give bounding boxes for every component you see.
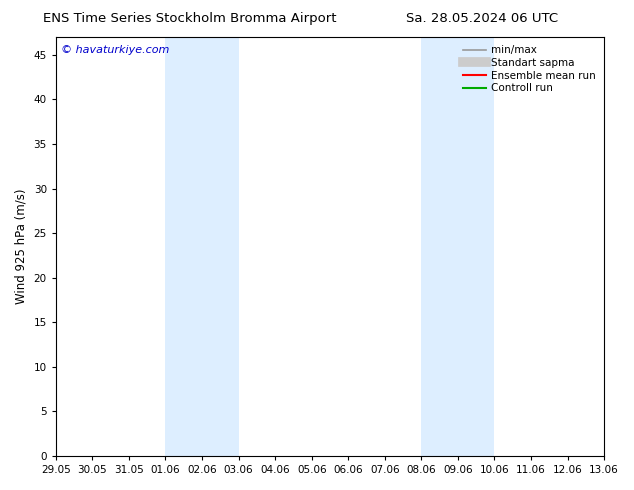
Y-axis label: Wind 925 hPa (m/s): Wind 925 hPa (m/s) (15, 189, 28, 304)
Text: Sa. 28.05.2024 06 UTC: Sa. 28.05.2024 06 UTC (406, 12, 558, 25)
Text: ENS Time Series Stockholm Bromma Airport: ENS Time Series Stockholm Bromma Airport (44, 12, 337, 25)
Text: © havaturkiye.com: © havaturkiye.com (61, 46, 170, 55)
Legend: min/max, Standart sapma, Ensemble mean run, Controll run: min/max, Standart sapma, Ensemble mean r… (460, 42, 599, 97)
Bar (422, 37, 495, 456)
Bar (165, 37, 238, 456)
